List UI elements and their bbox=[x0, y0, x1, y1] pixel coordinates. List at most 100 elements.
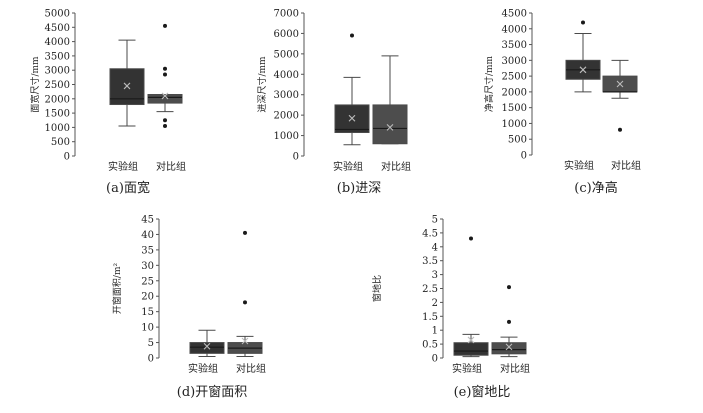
y-tick-label: 2500 bbox=[45, 80, 70, 91]
y-axis-label: 面宽尺寸/mm bbox=[29, 56, 41, 113]
outlier-point bbox=[243, 300, 247, 305]
y-axis-label: 进深尺寸/mm bbox=[256, 56, 268, 113]
y-tick-label: 35 bbox=[141, 245, 154, 256]
box-control bbox=[372, 55, 408, 145]
y-tick-label: 40 bbox=[141, 230, 154, 241]
outlier-point bbox=[581, 20, 585, 25]
y-axis-label: 净高尺寸/mm bbox=[483, 55, 495, 112]
y-tick-label: 5000 bbox=[274, 49, 299, 60]
y-tick-label: 500 bbox=[508, 135, 527, 146]
y-tick-label: 3000 bbox=[45, 66, 70, 77]
box-experiment bbox=[453, 236, 489, 358]
y-tick-label: 4 bbox=[432, 242, 438, 253]
y-tick-label: 1.5 bbox=[422, 312, 438, 323]
box-experiment bbox=[334, 33, 370, 146]
mean-marker bbox=[348, 114, 356, 122]
x-category-label: 对比组 bbox=[381, 160, 411, 173]
y-tick-label: 4.5 bbox=[422, 228, 438, 239]
outlier-point bbox=[163, 66, 167, 71]
outlier-point bbox=[163, 123, 167, 128]
y-tick-label: 25 bbox=[141, 276, 154, 287]
chart-panel-0: 0 500 1000 1500 2000 2500 3000 3500 4000 4500 5000… bbox=[29, 9, 186, 197]
y-tick-label: 2000 bbox=[502, 87, 527, 98]
y-tick-label: 0 bbox=[293, 152, 299, 163]
y-tick-label: 1 bbox=[432, 326, 438, 337]
y-tick-label: 7000 bbox=[274, 9, 299, 20]
y-tick-label: 0 bbox=[521, 151, 527, 162]
y-tick-label: 3500 bbox=[502, 40, 527, 51]
x-category-label: 对比组 bbox=[156, 160, 186, 173]
outlier-point bbox=[163, 72, 167, 77]
x-category-label: 实验组 bbox=[452, 362, 482, 375]
y-tick-label: 2 bbox=[432, 298, 438, 309]
y-tick-label: 4500 bbox=[45, 23, 70, 34]
outlier-point bbox=[507, 319, 511, 324]
y-tick-label: 1500 bbox=[45, 109, 70, 120]
x-category-label: 对比组 bbox=[500, 362, 530, 375]
panel-caption: (e)窗地比 bbox=[454, 384, 511, 400]
y-tick-label: 0 bbox=[432, 354, 438, 365]
y-tick-label: 3500 bbox=[45, 51, 70, 62]
y-axis-label: 窗地比 bbox=[371, 275, 383, 302]
box-experiment bbox=[565, 20, 601, 93]
mean-marker bbox=[203, 342, 211, 350]
y-tick-label: 0.5 bbox=[422, 340, 438, 351]
box-experiment bbox=[189, 329, 225, 357]
y-axis-label: 开窗面积/m² bbox=[111, 263, 123, 315]
outlier-point bbox=[163, 118, 167, 123]
panel-caption: (d)开窗面积 bbox=[177, 384, 247, 400]
y-tick-label: 45 bbox=[141, 215, 154, 226]
y-tick-label: 6000 bbox=[274, 29, 299, 40]
y-tick-label: 30 bbox=[141, 261, 154, 272]
y-tick-label: 0 bbox=[64, 152, 70, 163]
mean-marker bbox=[579, 66, 587, 74]
box-iqr bbox=[491, 342, 527, 355]
y-tick-label: 2000 bbox=[45, 94, 70, 105]
x-category-label: 实验组 bbox=[188, 362, 218, 375]
outlier-point bbox=[507, 285, 511, 290]
mean-marker bbox=[241, 337, 249, 345]
mean-marker bbox=[616, 80, 624, 88]
y-tick-label: 15 bbox=[141, 307, 154, 318]
y-tick-label: 5 bbox=[432, 215, 438, 226]
box-iqr bbox=[453, 342, 489, 356]
mean-marker bbox=[386, 124, 394, 131]
mean-marker bbox=[505, 343, 513, 351]
y-tick-label: 1000 bbox=[274, 131, 299, 142]
mean-marker bbox=[161, 92, 169, 100]
box-iqr bbox=[147, 94, 183, 104]
y-tick-label: 1000 bbox=[502, 119, 527, 130]
panel-caption: (b)进深 bbox=[337, 181, 381, 196]
y-tick-label: 10 bbox=[141, 323, 154, 334]
box-iqr bbox=[372, 104, 408, 145]
y-tick-label: 3.5 bbox=[422, 256, 438, 267]
y-tick-label: 0 bbox=[148, 354, 154, 365]
y-tick-label: 3000 bbox=[274, 90, 299, 101]
y-tick-label: 4000 bbox=[274, 70, 299, 81]
box-control bbox=[227, 230, 263, 357]
x-category-label: 对比组 bbox=[236, 362, 266, 375]
outlier-point bbox=[243, 230, 247, 235]
y-tick-label: 3000 bbox=[502, 56, 527, 67]
outlier-point bbox=[163, 23, 167, 28]
box-control bbox=[147, 23, 183, 128]
y-tick-label: 4500 bbox=[502, 9, 527, 20]
y-tick-label: 5000 bbox=[45, 9, 70, 20]
chart-panel-3: 0 5 10 15 20 25 30 35 40 45 开窗面积/m² 实验组 对比组 (d)开窗面积 bbox=[111, 215, 266, 401]
box-control bbox=[491, 285, 527, 358]
outlier-point bbox=[469, 236, 473, 241]
box-iqr bbox=[189, 342, 225, 354]
y-tick-label: 4000 bbox=[502, 24, 527, 35]
chart-panel-1: 0 1000 2000 3000 4000 5000 6000 7000 进深尺寸/mm 实验组 对… bbox=[256, 9, 411, 197]
outlier-point bbox=[350, 33, 354, 38]
mean-marker bbox=[467, 336, 475, 344]
panel-caption: (a)面宽 bbox=[106, 180, 150, 196]
x-category-label: 对比组 bbox=[611, 159, 641, 172]
chart-panel-2: 0 500 1000 1500 2000 2500 3000 3500 4000 4500 净高尺寸… bbox=[483, 9, 641, 197]
y-tick-label: 1500 bbox=[502, 103, 527, 114]
outlier-point bbox=[618, 127, 622, 132]
y-tick-label: 2.5 bbox=[422, 284, 438, 295]
y-tick-label: 2000 bbox=[274, 111, 299, 122]
